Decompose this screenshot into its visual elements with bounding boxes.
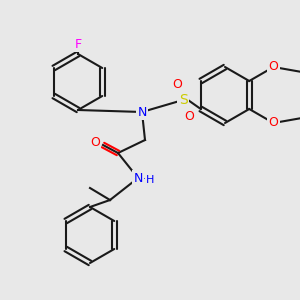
Text: O: O xyxy=(268,116,278,130)
Text: O: O xyxy=(90,136,100,149)
Text: F: F xyxy=(74,38,82,50)
Text: O: O xyxy=(268,61,278,74)
Text: N: N xyxy=(133,172,143,184)
Text: S: S xyxy=(178,93,188,107)
Text: N: N xyxy=(137,106,147,118)
Text: H: H xyxy=(146,175,154,185)
Text: O: O xyxy=(184,110,194,122)
Text: O: O xyxy=(172,77,182,91)
